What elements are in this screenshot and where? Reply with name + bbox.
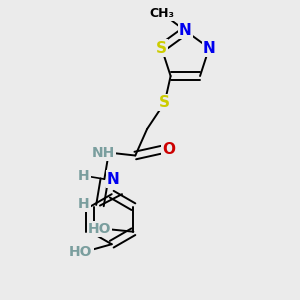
Text: HO: HO bbox=[69, 244, 93, 259]
Text: HO: HO bbox=[88, 222, 111, 236]
Text: H: H bbox=[78, 169, 90, 183]
Text: O: O bbox=[163, 142, 176, 157]
Text: S: S bbox=[156, 40, 167, 56]
Text: N: N bbox=[179, 23, 192, 38]
Text: N: N bbox=[203, 40, 215, 56]
Text: S: S bbox=[159, 95, 170, 110]
Text: N: N bbox=[107, 172, 120, 187]
Text: H: H bbox=[78, 197, 90, 211]
Text: CH₃: CH₃ bbox=[149, 7, 174, 20]
Text: NH: NH bbox=[91, 146, 115, 160]
